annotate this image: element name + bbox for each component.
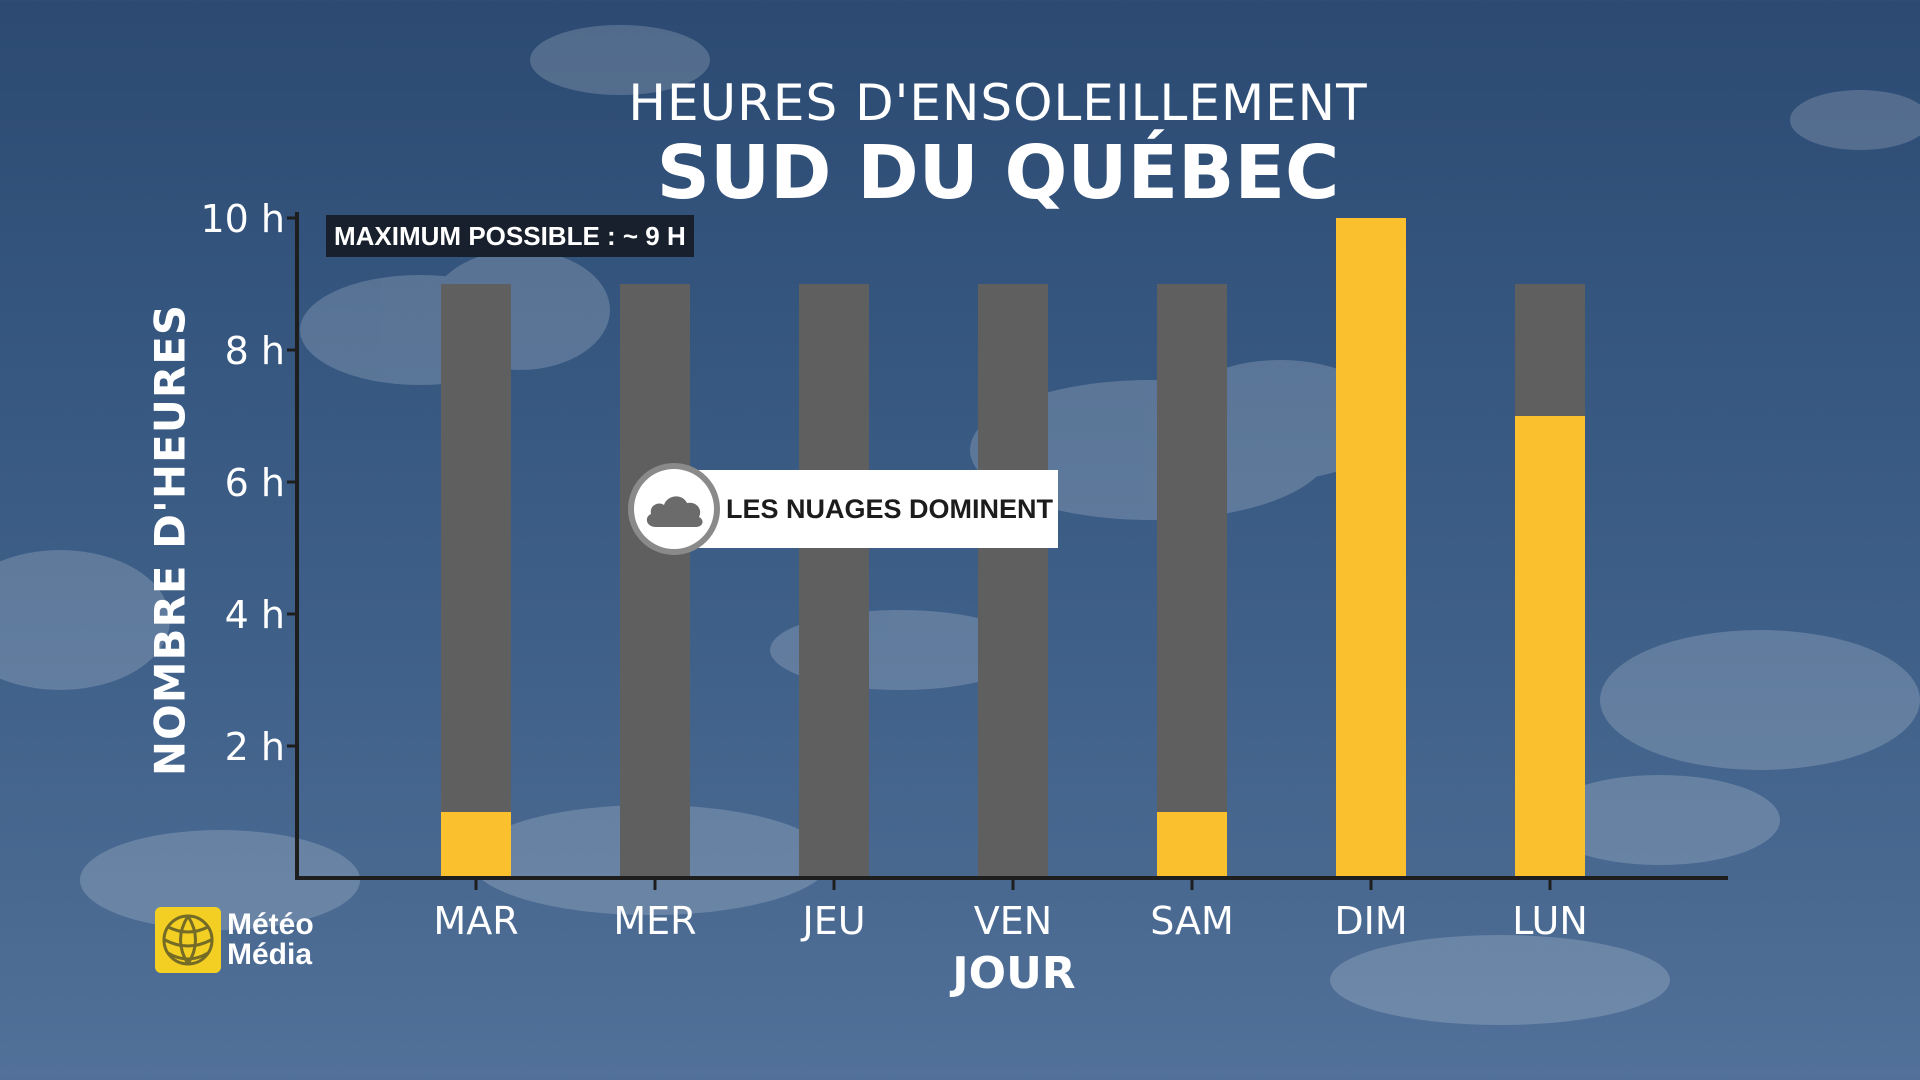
x-tick-label: MAR [433,899,518,943]
bar-sunshine-hours [1336,218,1406,878]
bar-possible-hours [799,284,869,878]
cloud-callout: LES NUAGES DOMINENT [628,463,1058,555]
y-tick-label: 6 h [225,461,285,505]
logo-line-1: Météo [227,908,314,941]
bar-possible-hours [978,284,1048,878]
x-tick-label: JEU [800,899,865,943]
chart-title: HEURES D'ENSOLEILLEMENT [628,74,1368,132]
y-tick-label: 10 h [200,197,285,241]
x-tick-label: VEN [974,899,1052,943]
cloud-icon [628,463,720,555]
x-tick-label: DIM [1334,899,1407,943]
y-tick-label: 4 h [225,593,285,637]
logo-line-2: Média [227,938,313,971]
y-tick-label: 2 h [225,725,285,769]
x-axis-title: JOUR [952,948,1076,999]
meteomedia-globe-icon [155,907,221,973]
x-tick-label: MER [613,899,696,943]
bar-possible-hours [441,284,511,878]
meteomedia-wordmark: Météo Média [227,910,314,970]
bar-sunshine-hours [1157,812,1227,878]
y-tick-label: 8 h [225,329,285,373]
maximum-possible-label: MAXIMUM POSSIBLE : ~ 9 H [326,215,694,257]
meteomedia-logo: Météo Média [155,907,335,977]
bar-possible-hours [620,284,690,878]
cloud-callout-text: LES NUAGES DOMINENT [688,470,1058,548]
x-tick-label: SAM [1150,899,1234,943]
x-tick-label: LUN [1512,899,1588,943]
bar-possible-hours [1157,284,1227,878]
bar-sunshine-hours [441,812,511,878]
bar-sunshine-hours [1515,416,1585,878]
y-axis-title: NOMBRE D'HEURES [145,303,195,777]
chart-subtitle: SUD DU QUÉBEC [656,130,1340,216]
